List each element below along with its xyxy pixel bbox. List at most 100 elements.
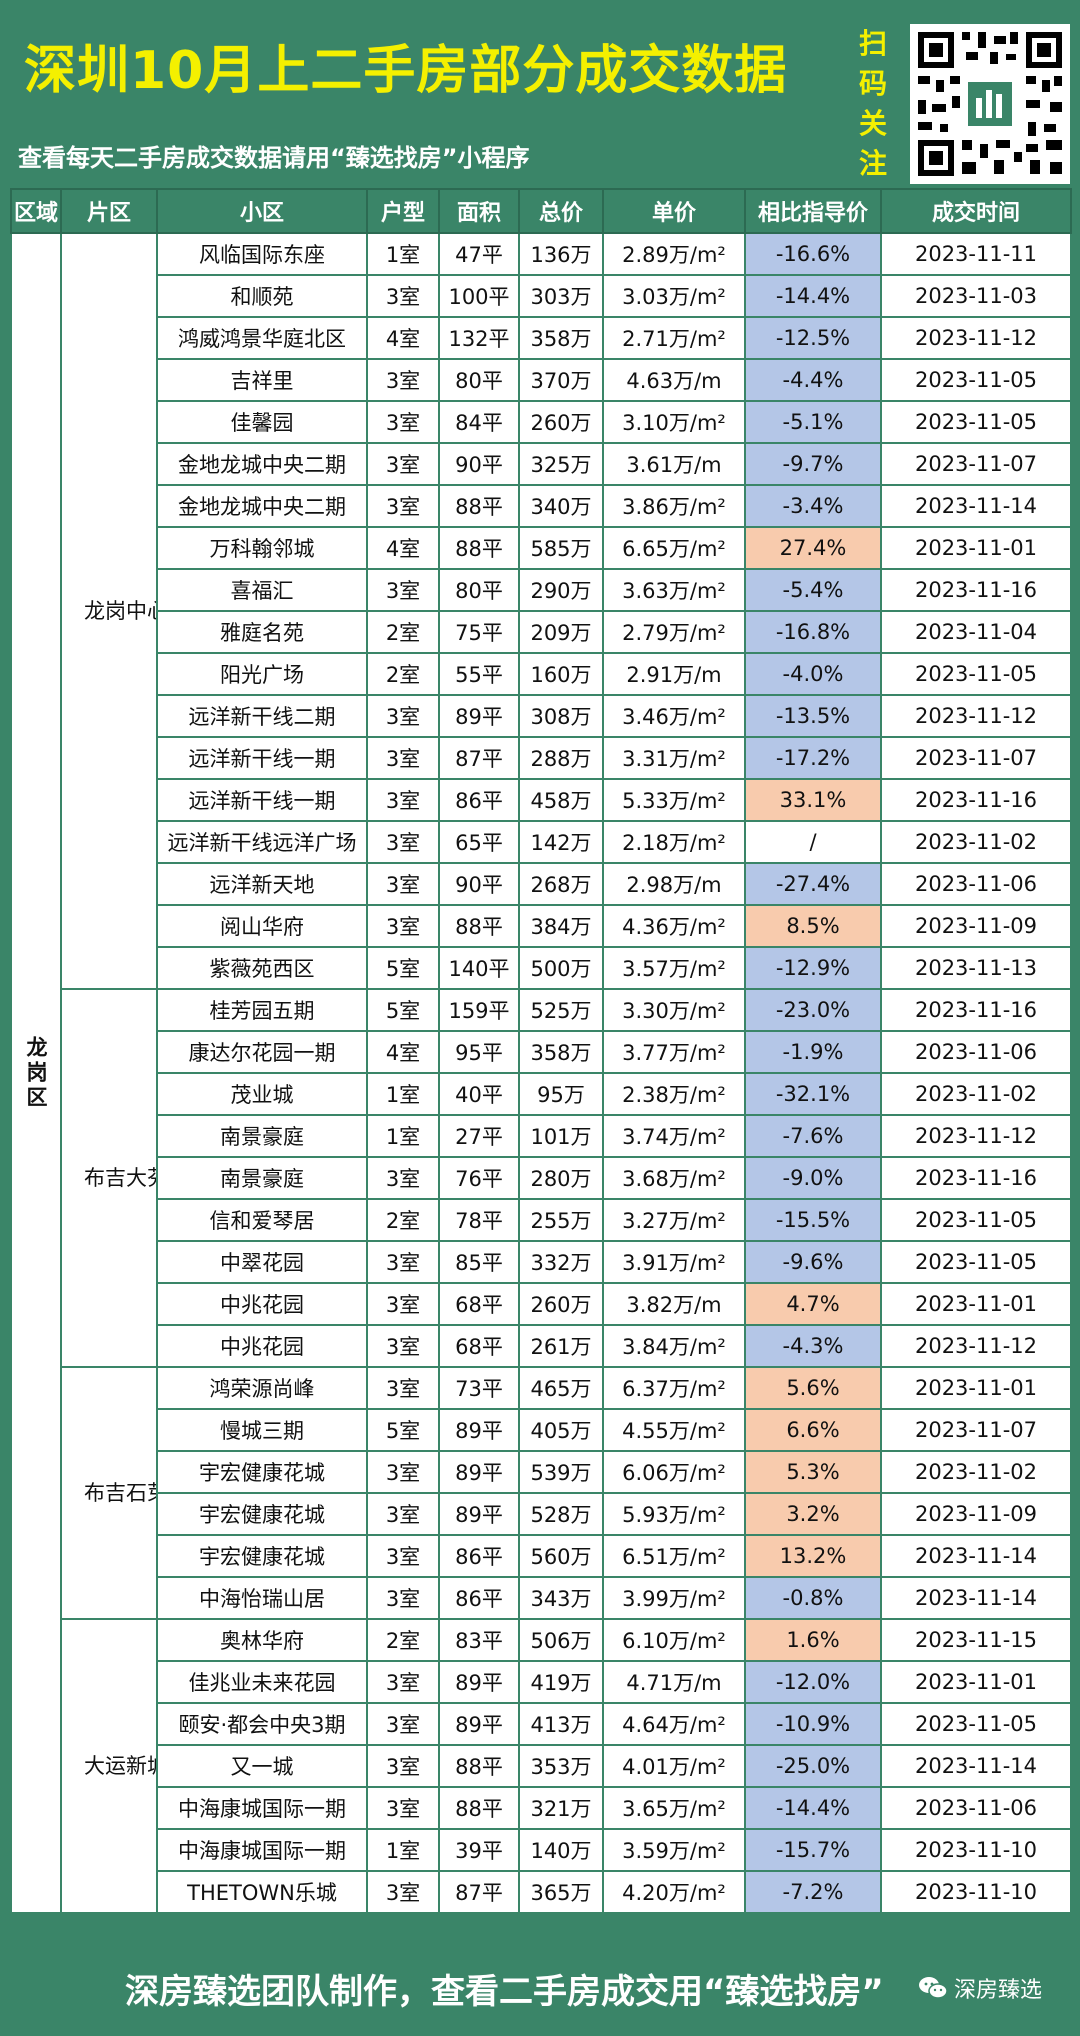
vs-guide-price-cell: 4.7% [744, 1282, 882, 1326]
table-row: 鸿威鸿景华庭北区 4室 132平 358万 2.71万/m² -12.5% 2023-11-… [11, 316, 1072, 360]
total-price-cell: 465万 [518, 1366, 604, 1410]
total-price-cell: 209万 [518, 610, 604, 654]
size-cell: 86平 [438, 778, 520, 822]
unit-price-cell: 3.99万/m² [602, 1576, 746, 1620]
total-price-cell: 405万 [518, 1408, 604, 1452]
total-price-cell: 358万 [518, 316, 604, 360]
community-name-cell: 远洋新干线一期 [156, 736, 368, 780]
vs-guide-price-cell: -32.1% [744, 1072, 882, 1116]
layout-cell: 3室 [366, 1366, 440, 1410]
size-cell: 159平 [438, 988, 520, 1032]
deal-date-cell: 2023-11-14 [880, 1744, 1072, 1788]
layout-cell: 3室 [366, 1576, 440, 1620]
size-cell: 68平 [438, 1282, 520, 1326]
unit-price-cell: 4.64万/m² [602, 1702, 746, 1746]
total-price-cell: 308万 [518, 694, 604, 738]
community-name-cell: 佳馨园 [156, 400, 368, 444]
size-cell: 88平 [438, 484, 520, 528]
deal-date-cell: 2023-11-04 [880, 610, 1072, 654]
table-row: 布吉大芬桂芳园五期5室159平525万3.30万/m²-23.0%2023-11… [11, 988, 1072, 1368]
community-name-cell: 中海康城国际一期 [156, 1828, 368, 1872]
layout-cell: 5室 [366, 1408, 440, 1452]
deal-date-cell: 2023-11-05 [880, 1198, 1072, 1242]
deal-date-cell: 2023-11-10 [880, 1870, 1072, 1914]
table-row: 佳兆业未来花园 3室 89平 419万 4.71万/m -12.0% 2023-11-01 [11, 1660, 1072, 1704]
table-row: 南景豪庭 1室 27平 101万 3.74万/m² -7.6% 2023-11-12 [11, 1114, 1072, 1158]
table-row: 雅庭名苑 2室 75平 209万 2.79万/m² -16.8% 2023-11-04 [11, 610, 1072, 654]
deal-date-cell: 2023-11-12 [880, 316, 1072, 360]
layout-cell: 3室 [366, 1282, 440, 1326]
scan-char: 关 [858, 107, 887, 140]
layout-cell: 3室 [366, 1450, 440, 1494]
deal-date-cell: 2023-11-05 [880, 652, 1072, 696]
district-cell: 龙岗区 [10, 232, 62, 1914]
table-row: 喜福汇 3室 80平 290万 3.63万/m² -5.4% 2023-11-16 [11, 568, 1072, 612]
size-cell: 88平 [438, 1786, 520, 1830]
unit-price-cell: 3.03万/m² [602, 274, 746, 318]
layout-cell: 3室 [366, 442, 440, 486]
deal-date-cell: 2023-11-05 [880, 400, 1072, 444]
layout-cell: 3室 [366, 736, 440, 780]
size-cell: 75平 [438, 610, 520, 654]
community-name-cell: 南景豪庭 [156, 1156, 368, 1200]
total-price-cell: 419万 [518, 1660, 604, 1704]
vs-guide-price-cell: -1.9% [744, 1030, 882, 1074]
area-cell: 龙岗中心城 [60, 232, 158, 990]
total-price-cell: 261万 [518, 1324, 604, 1368]
total-price-cell: 358万 [518, 1030, 604, 1074]
size-cell: 100平 [438, 274, 520, 318]
size-cell: 87平 [438, 736, 520, 780]
layout-cell: 3室 [366, 400, 440, 444]
vs-guide-price-cell: -9.0% [744, 1156, 882, 1200]
deal-date-cell: 2023-11-06 [880, 862, 1072, 906]
table-row: 宇宏健康花城 3室 89平 539万 6.06万/m² 5.3% 2023-11-02 [11, 1450, 1072, 1494]
layout-cell: 3室 [366, 1324, 440, 1368]
vs-guide-price-cell: -5.1% [744, 400, 882, 444]
layout-cell: 2室 [366, 1198, 440, 1242]
unit-price-cell: 6.10万/m² [602, 1618, 746, 1662]
total-price-cell: 288万 [518, 736, 604, 780]
unit-price-cell: 3.84万/m² [602, 1324, 746, 1368]
deal-date-cell: 2023-11-12 [880, 1324, 1072, 1368]
table-header-row: 区域 片区 小区 户型 面积 总价 单价 相比指导价 成交时间 [10, 188, 1072, 234]
table-row: 远洋新天地 3室 90平 268万 2.98万/m -27.4% 2023-11-06 [11, 862, 1072, 906]
layout-cell: 3室 [366, 358, 440, 402]
total-price-cell: 506万 [518, 1618, 604, 1662]
footer: 深房臻选团队制作，查看二手房成交用“臻选找房” 深房臻选 [10, 1936, 1070, 2026]
size-cell: 47平 [438, 232, 520, 276]
community-name-cell: 和顺苑 [156, 274, 368, 318]
table-row: 大运新城奥林华府2室83平506万6.10万/m²1.6%2023-11-15 [11, 1618, 1072, 1914]
column-header-layout: 户型 [366, 188, 440, 234]
qr-code-icon[interactable] [910, 24, 1070, 184]
unit-price-cell: 4.36万/m² [602, 904, 746, 948]
unit-price-cell: 2.98万/m [602, 862, 746, 906]
vs-guide-price-cell: -3.4% [744, 484, 882, 528]
deal-date-cell: 2023-11-14 [880, 1576, 1072, 1620]
layout-cell: 2室 [366, 1618, 440, 1662]
community-name-cell: 雅庭名苑 [156, 610, 368, 654]
deal-date-cell: 2023-11-07 [880, 442, 1072, 486]
table-row: 佳馨园 3室 84平 260万 3.10万/m² -5.1% 2023-11-05 [11, 400, 1072, 444]
unit-price-cell: 3.74万/m² [602, 1114, 746, 1158]
vs-guide-price-cell: 5.3% [744, 1450, 882, 1494]
table-row: 金地龙城中央二期 3室 90平 325万 3.61万/m -9.7% 2023-11-07 [11, 442, 1072, 486]
community-name-cell: 桂芳园五期 [156, 988, 368, 1032]
vs-guide-price-cell: 27.4% [744, 526, 882, 570]
size-cell: 89平 [438, 694, 520, 738]
community-name-cell: 宇宏健康花城 [156, 1492, 368, 1536]
table-row: 远洋新干线二期 3室 89平 308万 3.46万/m² -13.5% 2023-11-12 [11, 694, 1072, 738]
deal-date-cell: 2023-11-09 [880, 1492, 1072, 1536]
vs-guide-price-cell: -14.4% [744, 1786, 882, 1830]
unit-price-cell: 6.37万/m² [602, 1366, 746, 1410]
community-name-cell: 风临国际东座 [156, 232, 368, 276]
column-header-community: 小区 [156, 188, 368, 234]
community-name-cell: 阅山华府 [156, 904, 368, 948]
deal-date-cell: 2023-11-09 [880, 904, 1072, 948]
deal-date-cell: 2023-11-12 [880, 694, 1072, 738]
total-price-cell: 160万 [518, 652, 604, 696]
size-cell: 88平 [438, 1744, 520, 1788]
table-row: 远洋新干线一期 3室 87平 288万 3.31万/m² -17.2% 2023-11-07 [11, 736, 1072, 780]
community-name-cell: 慢城三期 [156, 1408, 368, 1452]
page-title: 深圳10月上二手房部分成交数据 [24, 41, 788, 101]
deal-date-cell: 2023-11-05 [880, 358, 1072, 402]
